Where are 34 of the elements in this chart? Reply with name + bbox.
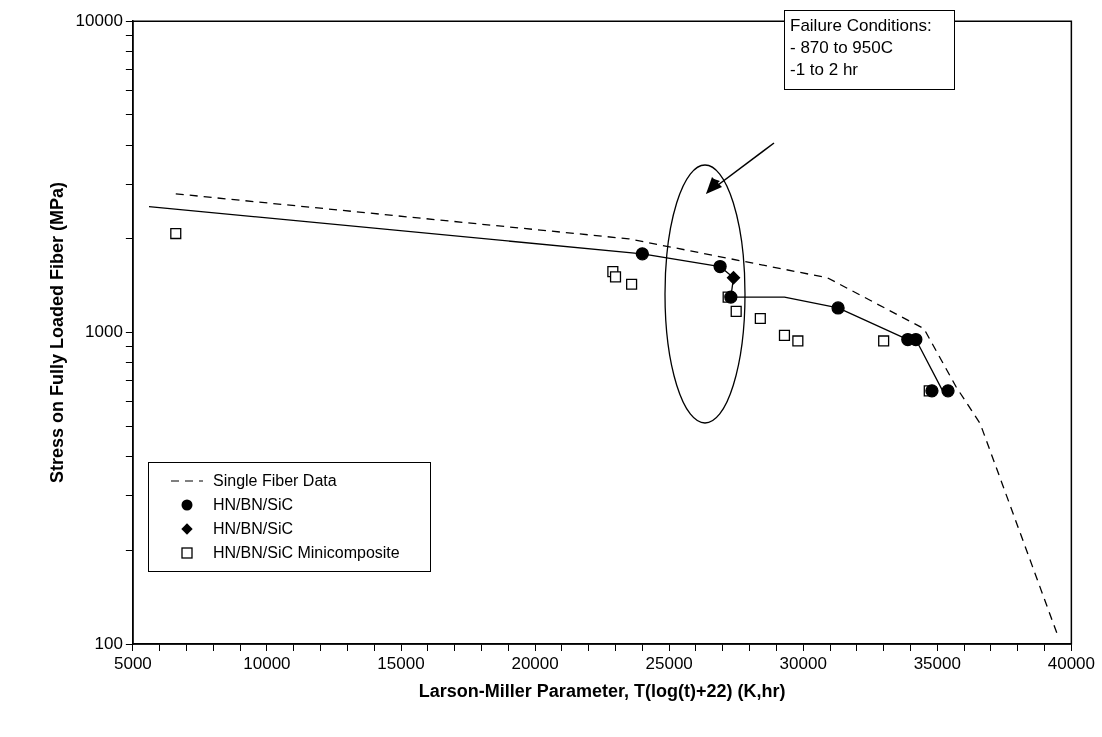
annotation: Failure Conditions: - 870 to 950C -1 to 2 hr (784, 10, 955, 90)
point (724, 290, 738, 304)
x-tick-label: 40000 (1047, 653, 1095, 673)
point (609, 271, 622, 283)
point (792, 335, 804, 347)
point (726, 271, 741, 285)
x-axis-title: Larson-Miller Parameter, T(log(t)+22) (K,hr) (418, 681, 786, 702)
point (925, 384, 939, 398)
point (170, 227, 182, 240)
x-tick-label: 15000 (377, 653, 425, 673)
x-tick-label: 25000 (645, 653, 693, 673)
point (754, 312, 766, 325)
point (778, 329, 791, 341)
point (831, 301, 845, 315)
legend-label: Single Fiber Data (213, 472, 337, 490)
point (730, 305, 742, 317)
x-tick-label: 20000 (511, 653, 559, 673)
x-tick-label: 30000 (779, 653, 827, 673)
point (626, 278, 638, 290)
x-tick-label: 35000 (913, 653, 961, 673)
x-tick-label: 10000 (243, 653, 291, 673)
legend-label: HN/BN/SiC (213, 496, 294, 514)
y-tick-label: 100 (94, 633, 123, 653)
y-axis-title: Stress on Fully Loaded Fiber (MPa) (46, 182, 67, 484)
x-tick-label: 5000 (113, 653, 152, 673)
point (635, 247, 649, 261)
point (909, 332, 923, 347)
point (713, 259, 727, 274)
point (878, 335, 890, 347)
y-tick-label: 1000 (85, 322, 123, 342)
legend-label: HN/BN/SiC (213, 520, 294, 538)
point (941, 384, 955, 398)
legend-label: HN/BN/SiC Minicomposite (213, 544, 400, 562)
y-tick-label: 10000 (75, 10, 123, 30)
